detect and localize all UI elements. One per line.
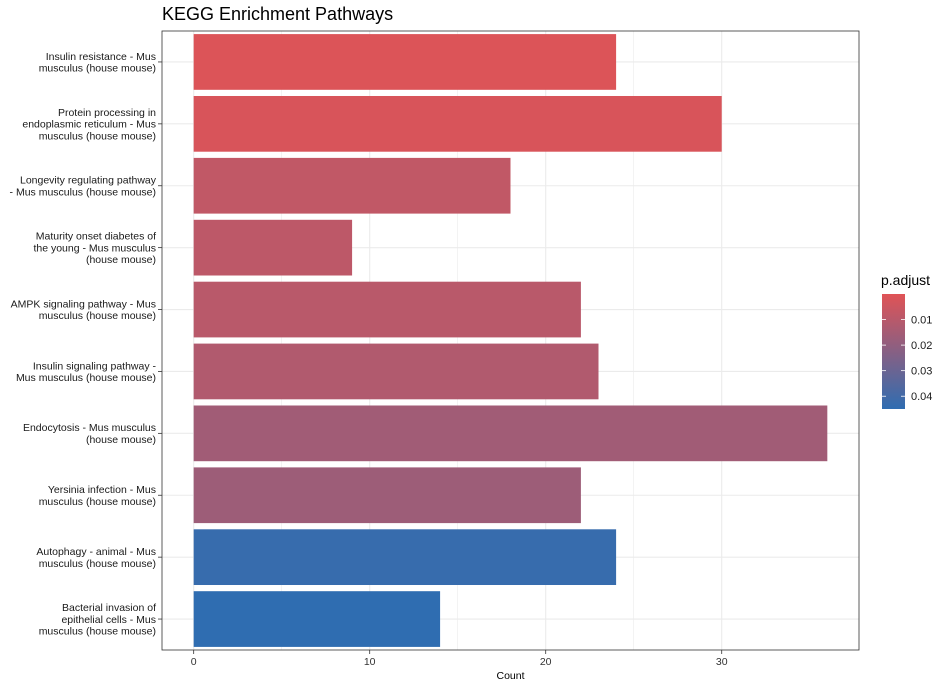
- legend-tick-label: 0.03: [911, 366, 932, 378]
- x-tick-label: 10: [364, 656, 376, 668]
- bar: [193, 219, 353, 276]
- y-axis: Insulin resistance - Mus musculus (house …: [10, 51, 162, 638]
- y-tick-label: Longevity regulating pathway - Mus muscul…: [10, 175, 157, 199]
- x-axis: 0 10 20 30: [191, 650, 728, 668]
- chart-title: KEGG Enrichment Pathways: [162, 4, 393, 24]
- y-tick-label: Endocytosis - Mus musculus (house mouse): [23, 422, 156, 446]
- legend-tick-label: 0.02: [911, 340, 932, 352]
- y-tick-label: Maturity onset diabetes of the young - Mu…: [33, 231, 156, 267]
- bar: [193, 95, 722, 152]
- y-tick-label: AMPK signaling pathway - Mus musculus (ho…: [11, 298, 156, 322]
- bar: [193, 529, 617, 586]
- bar: [193, 34, 617, 90]
- x-axis-title: Count: [496, 670, 524, 682]
- x-tick-label: 20: [540, 656, 552, 668]
- bar: [193, 343, 599, 400]
- y-tick-label: Yersinia infection - Mus musculus (house …: [39, 484, 156, 508]
- legend-tick-label: 0.04: [911, 391, 932, 403]
- legend-tick-label: 0.01: [911, 315, 932, 327]
- x-tick-label: 30: [716, 656, 728, 668]
- legend-title: p.adjust: [881, 272, 930, 288]
- bar: [193, 405, 828, 462]
- plot-border: [161, 30, 860, 651]
- y-tick-label: Insulin signaling pathway -Mus musculus …: [16, 360, 157, 384]
- legend-colorbar: [882, 294, 905, 409]
- y-tick-label: Insulin resistance - Mus musculus (house …: [39, 51, 156, 75]
- bar: [193, 467, 581, 524]
- bars: [193, 34, 828, 647]
- y-tick-label: Bacterial invasion of epithelial cells - …: [39, 602, 156, 638]
- y-tick-label: Autophagy - animal - Mus musculus (house …: [36, 546, 156, 570]
- bar: [193, 157, 511, 214]
- y-tick-label: Protein processing in endoplasmic reticul…: [22, 107, 156, 143]
- bar: [193, 281, 581, 338]
- bar: [193, 591, 441, 647]
- x-tick-label: 0: [191, 656, 197, 668]
- legend: p.adjust 0.01 0.02 0.03 0.04: [881, 272, 932, 409]
